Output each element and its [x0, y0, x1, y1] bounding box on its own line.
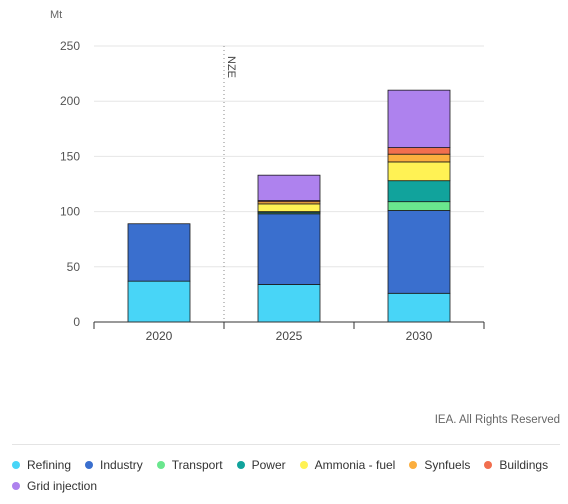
legend-label: Ammonia - fuel	[314, 458, 396, 472]
legend-item[interactable]: Ammonia - fuel	[299, 458, 396, 472]
credit-text: IEA. All Rights Reserved	[434, 414, 560, 426]
legend-label: Transport	[171, 458, 223, 472]
nze-annotation: NZE	[223, 46, 237, 322]
y-axis-unit-label: Mt	[50, 9, 62, 21]
y-tick-label: 0	[73, 315, 80, 329]
x-axis: 2020 2025 2030	[93, 321, 485, 343]
legend-label: Industry	[100, 458, 143, 472]
legend-swatch-icon	[12, 461, 20, 469]
legend-item[interactable]: Grid injection	[12, 479, 97, 493]
legend-swatch-icon	[299, 461, 308, 469]
bar-series	[127, 89, 451, 323]
chart-plot: Mt 0 50 100 150 200 250 NZE 2020 2025 2030	[50, 9, 485, 343]
legend-swatch-icon	[409, 461, 418, 469]
bar-segment[interactable]	[387, 201, 451, 211]
legend-swatch-icon	[236, 461, 245, 469]
legend-item[interactable]: Refining	[12, 458, 71, 472]
legend-label: Grid injection	[27, 479, 98, 493]
bar-segment[interactable]	[257, 174, 321, 201]
legend-item[interactable]: Synfuels	[409, 458, 470, 472]
y-tick-label: 200	[60, 94, 80, 108]
legend-label: Synfuels	[424, 458, 471, 472]
legend-label: Buildings	[499, 458, 549, 472]
legend-label: Refining	[27, 458, 72, 472]
x-tick-label: 2025	[276, 329, 303, 343]
y-tick-labels: 0 50 100 150 200 250	[60, 39, 80, 329]
legend-item[interactable]: Buildings	[484, 458, 548, 472]
y-tick-label: 100	[60, 205, 80, 219]
legend: Refining Industry Transport Power Ammonia - …	[12, 458, 552, 493]
nze-label: NZE	[225, 56, 237, 78]
legend-label: Power	[251, 458, 286, 472]
bar-segment[interactable]	[387, 153, 451, 163]
legend-swatch-icon	[484, 461, 493, 469]
legend-item[interactable]: Industry	[85, 458, 143, 472]
bar-segment[interactable]	[387, 210, 451, 294]
y-tick-label: 250	[60, 39, 80, 53]
bar-segment[interactable]	[387, 180, 451, 203]
bar-segment[interactable]	[387, 147, 451, 155]
legend-item[interactable]: Transport	[156, 458, 223, 472]
legend-swatch-icon	[85, 461, 94, 469]
bar-segment[interactable]	[257, 213, 321, 285]
legend-item[interactable]: Power	[236, 458, 286, 472]
bar-segment[interactable]	[257, 284, 321, 323]
bar-segment[interactable]	[257, 203, 321, 212]
bar-segment[interactable]	[127, 223, 191, 282]
legend-swatch-icon	[12, 482, 20, 490]
legend-swatch-icon	[156, 461, 165, 469]
y-tick-label: 50	[67, 260, 81, 274]
legend-divider	[12, 444, 560, 445]
bar-segment[interactable]	[387, 292, 451, 323]
bar-segment[interactable]	[387, 89, 451, 148]
bar-segment[interactable]	[387, 161, 451, 182]
x-tick-label: 2030	[406, 329, 433, 343]
y-tick-label: 150	[60, 149, 80, 163]
x-tick-label: 2020	[146, 329, 173, 343]
bar-segment[interactable]	[127, 280, 191, 323]
